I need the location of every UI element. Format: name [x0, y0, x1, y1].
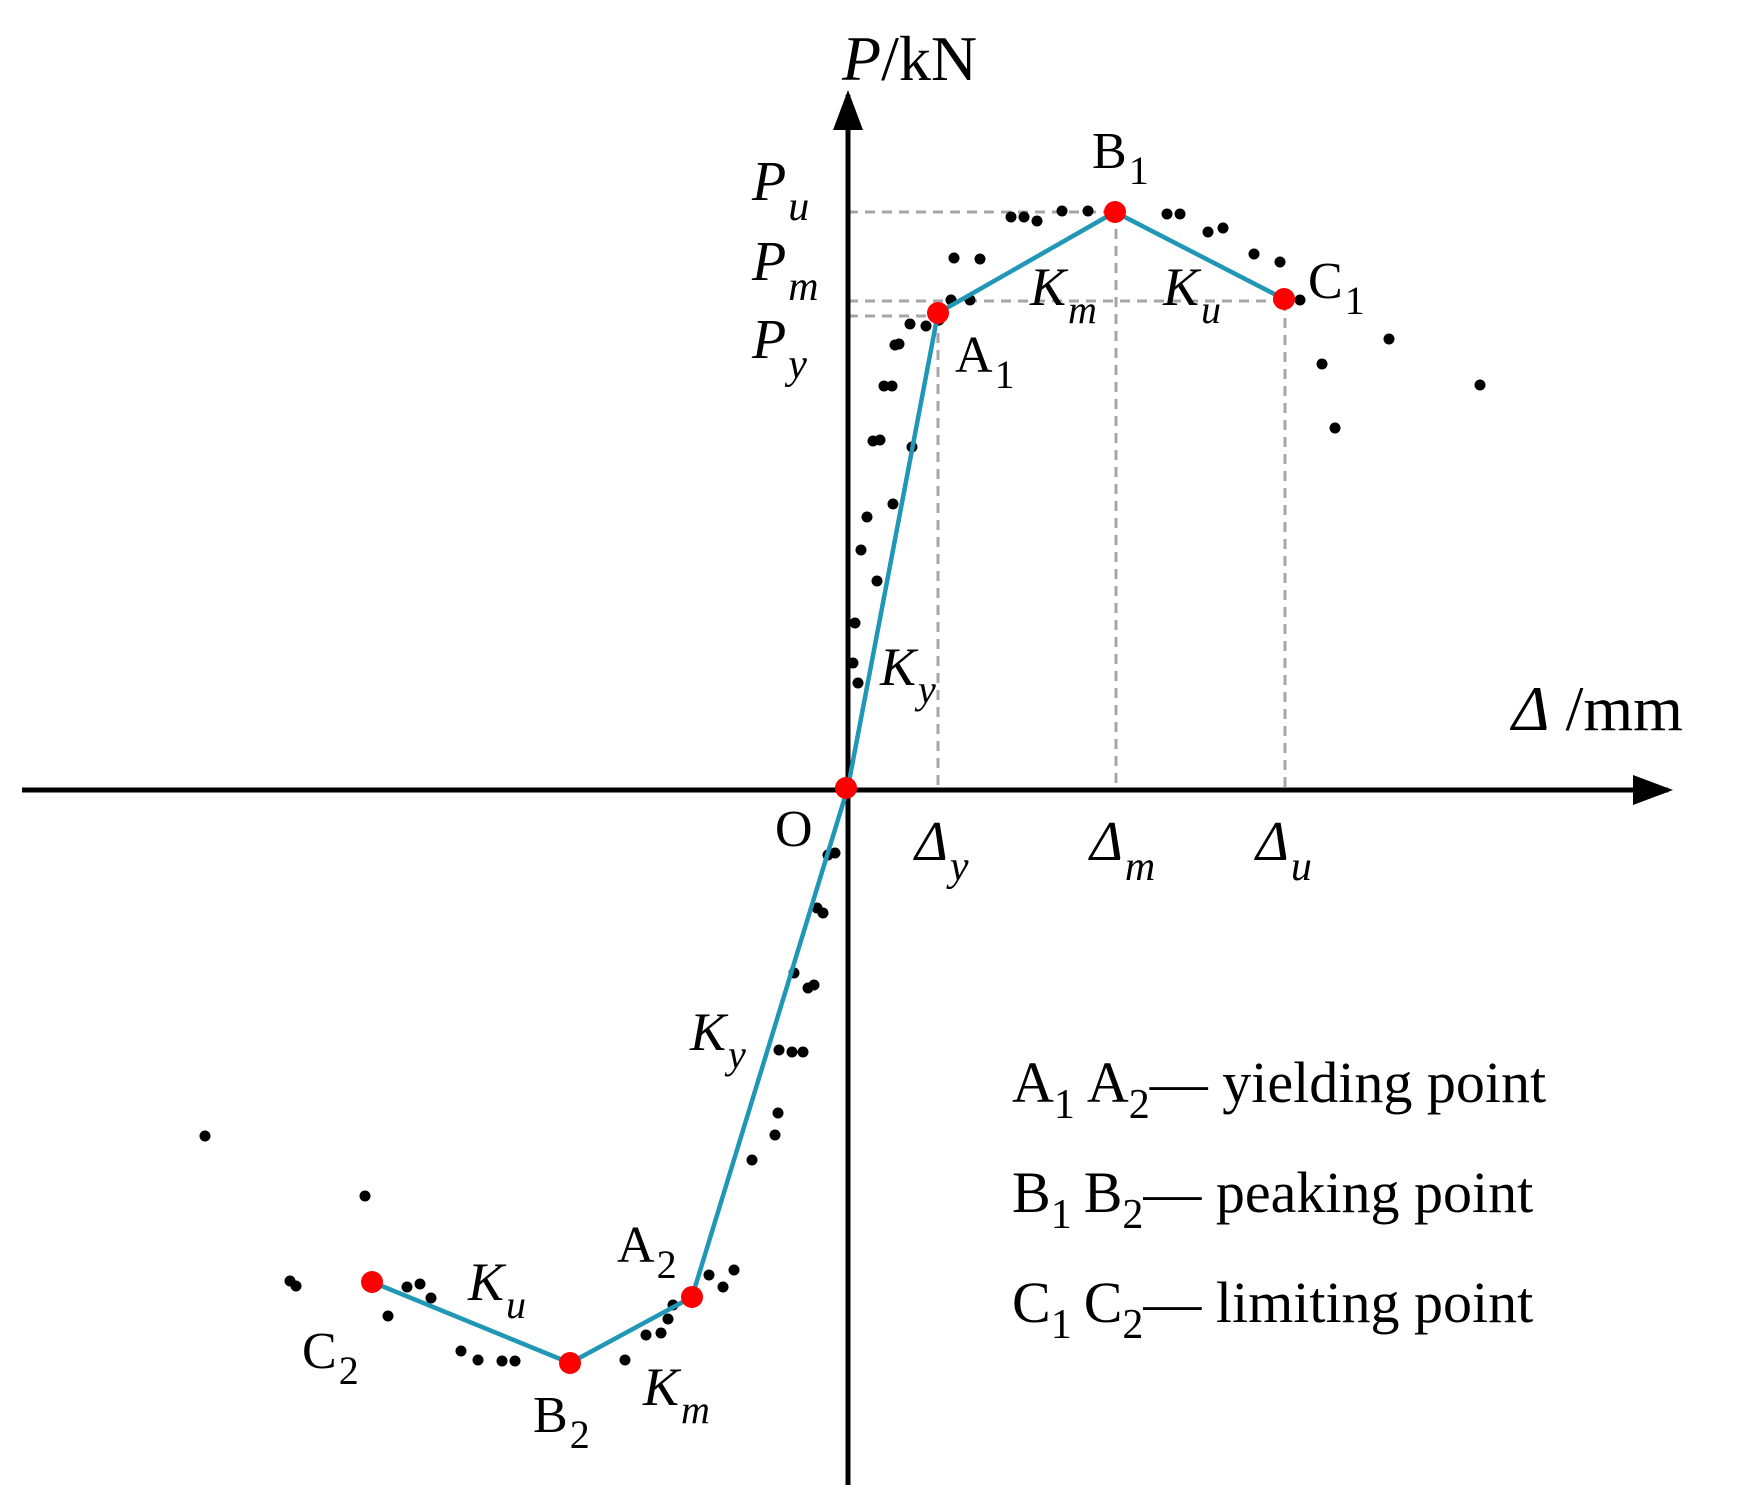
point-b2: [559, 1352, 581, 1374]
scatter-point: [920, 320, 932, 332]
scatter-point: [829, 847, 841, 859]
scatter-point: [619, 1354, 631, 1366]
point-a2: [681, 1286, 703, 1308]
scatter-point: [871, 575, 883, 587]
scatter-point: [1294, 294, 1306, 306]
scatter-point: [887, 498, 899, 510]
point-o: [835, 777, 857, 799]
scatter-point: [1202, 226, 1214, 238]
scatter-point: [773, 1044, 785, 1056]
tick-dm: Δm: [1088, 811, 1155, 890]
tick-py: Py: [751, 309, 807, 388]
scatter-point: [509, 1355, 521, 1367]
legend-item-limiting: C1 C2— limiting point: [1012, 1270, 1533, 1348]
guide-lines: [848, 210, 1287, 790]
scatter-point: [655, 1327, 667, 1339]
point-a1: [927, 302, 949, 324]
scatter-point: [893, 338, 905, 350]
legend-item-yielding: A1 A2— yielding point: [1012, 1050, 1546, 1128]
scatter-point: [786, 1046, 798, 1058]
scatter-point: [1248, 248, 1260, 260]
scatter-point: [199, 1130, 211, 1142]
scatter-point: [640, 1329, 652, 1341]
scatter-point: [359, 1190, 371, 1202]
scatter-point: [717, 1281, 729, 1293]
label-c1: C1: [1308, 253, 1365, 323]
scatter-point: [382, 1310, 394, 1322]
scatter-point: [1217, 222, 1229, 234]
label-km-neg: Km: [642, 1357, 710, 1432]
label-c2: C2: [302, 1323, 359, 1393]
scatter-point: [1161, 208, 1173, 220]
scatter-point: [1018, 211, 1030, 223]
label-ku-neg: Ku: [467, 1252, 526, 1327]
scatter-point: [1274, 256, 1286, 268]
scatter-point: [496, 1355, 508, 1367]
scatter-point: [849, 617, 861, 629]
scatter-point: [817, 907, 829, 919]
scatter-point: [769, 1129, 781, 1141]
label-ky-neg: Ky: [689, 1002, 746, 1077]
scatter-point: [855, 544, 867, 556]
x-axis-title: Δ /mm: [1509, 673, 1683, 744]
scatter-point: [401, 1281, 413, 1293]
scatter-point: [728, 1264, 740, 1276]
scatter-point: [1174, 208, 1186, 220]
scatter-point: [852, 677, 864, 689]
scatter-point: [1383, 333, 1395, 345]
scatter-point: [703, 1269, 715, 1281]
tick-du: Δu: [1254, 811, 1312, 890]
scatter-point: [1082, 205, 1094, 217]
scatter-point: [847, 657, 859, 669]
scatter-point: [414, 1278, 426, 1290]
label-b2: B2: [533, 1387, 590, 1457]
label-a1: A1: [955, 327, 1015, 397]
scatter-point: [974, 253, 986, 265]
origin-label: O: [775, 801, 813, 858]
scatter-point: [808, 979, 820, 991]
scatter-point: [662, 1313, 674, 1325]
label-ku-pos: Ku: [1162, 257, 1221, 332]
scatter-point: [455, 1345, 467, 1357]
y-axis-title: P/kN: [841, 23, 977, 94]
scatter-point: [797, 1046, 809, 1058]
scatter-point: [867, 435, 879, 447]
scatter-point: [1474, 379, 1486, 391]
legend: A1 A2— yielding point B1 B2— peaking point…: [1012, 1050, 1546, 1348]
scatter-point: [878, 380, 890, 392]
label-b1: B1: [1092, 123, 1149, 193]
tick-pm: Pm: [751, 231, 819, 310]
scatter-point: [1316, 358, 1328, 370]
scatter-point: [1056, 205, 1068, 217]
tick-dy: Δy: [913, 811, 969, 890]
label-a2: A2: [617, 1217, 677, 1287]
scatter-point: [861, 511, 873, 523]
point-c1: [1273, 288, 1295, 310]
scatter-point: [472, 1354, 484, 1366]
scatter-point: [772, 1107, 784, 1119]
scatter-point: [948, 252, 960, 264]
scatter-point: [1005, 211, 1017, 223]
point-c2: [361, 1271, 383, 1293]
key-points: [361, 201, 1295, 1374]
point-b1: [1104, 201, 1126, 223]
scatter-point: [425, 1292, 437, 1304]
scatter-point: [1031, 215, 1043, 227]
scatter-point: [1329, 422, 1341, 434]
legend-item-peaking: B1 B2— peaking point: [1012, 1160, 1533, 1238]
scatter-point: [290, 1280, 302, 1292]
tick-pu: Pu: [751, 151, 809, 230]
scatter-point: [886, 380, 898, 392]
scatter-point: [904, 318, 916, 330]
scatter-point: [746, 1154, 758, 1166]
label-ky-pos: Ky: [879, 637, 936, 712]
label-km-pos: Km: [1029, 257, 1097, 332]
